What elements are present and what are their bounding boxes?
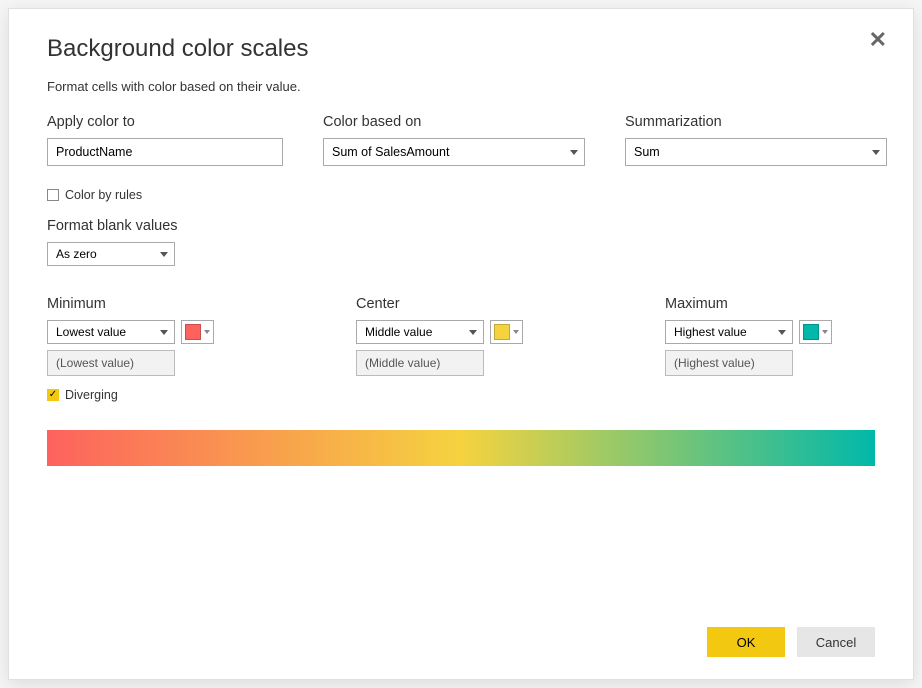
center-swatch (494, 324, 510, 340)
chevron-down-icon (778, 330, 786, 335)
chevron-down-icon (822, 330, 828, 334)
gradient-preview (47, 430, 875, 466)
minimum-color-picker[interactable] (181, 320, 214, 344)
format-blank-label: Format blank values (47, 218, 875, 234)
chevron-down-icon (872, 150, 880, 155)
cancel-button[interactable]: Cancel (797, 627, 875, 657)
top-fields-row: Apply color to Color based on Sum of Sal… (47, 114, 875, 166)
diverging-label: Diverging (65, 388, 118, 402)
format-blank-value: As zero (56, 247, 97, 261)
color-based-on-select[interactable]: Sum of SalesAmount (323, 138, 585, 166)
summarization-select[interactable]: Sum (625, 138, 887, 166)
ok-button[interactable]: OK (707, 627, 785, 657)
color-by-rules-row[interactable]: Color by rules (47, 188, 875, 202)
chevron-down-icon (513, 330, 519, 334)
color-based-on-value: Sum of SalesAmount (332, 145, 449, 159)
color-based-on-label: Color based on (323, 114, 585, 130)
diverging-checkbox[interactable] (47, 389, 59, 401)
maximum-select-value: Highest value (674, 325, 747, 339)
center-select[interactable]: Middle value (356, 320, 484, 344)
center-group: Center Middle value (Middle value) (356, 296, 566, 376)
maximum-color-picker[interactable] (799, 320, 832, 344)
apply-color-group: Apply color to (47, 114, 283, 166)
apply-color-label: Apply color to (47, 114, 283, 130)
color-scales-dialog: ✕ Background color scales Format cells w… (8, 8, 914, 680)
minimum-swatch (185, 324, 201, 340)
dialog-title: Background color scales (47, 35, 875, 63)
summarization-label: Summarization (625, 114, 887, 130)
minimum-group: Minimum Lowest value (Lowest value) (47, 296, 257, 376)
close-icon[interactable]: ✕ (869, 29, 887, 51)
chevron-down-icon (160, 330, 168, 335)
center-color-picker[interactable] (490, 320, 523, 344)
color-based-on-group: Color based on Sum of SalesAmount (323, 114, 585, 166)
apply-color-input[interactable] (47, 138, 283, 166)
chevron-down-icon (160, 252, 168, 257)
diverging-row[interactable]: Diverging (47, 388, 875, 402)
maximum-group: Maximum Highest value (Highest value) (665, 296, 875, 376)
format-blank-select[interactable]: As zero (47, 242, 175, 266)
minimum-label: Minimum (47, 296, 257, 312)
maximum-label: Maximum (665, 296, 875, 312)
minimum-value-readonly: (Lowest value) (47, 350, 175, 376)
maximum-value-readonly: (Highest value) (665, 350, 793, 376)
summarization-value: Sum (634, 145, 660, 159)
minimum-select[interactable]: Lowest value (47, 320, 175, 344)
maximum-select[interactable]: Highest value (665, 320, 793, 344)
dialog-footer: OK Cancel (707, 627, 875, 657)
color-by-rules-label: Color by rules (65, 188, 142, 202)
chevron-down-icon (204, 330, 210, 334)
dialog-subtitle: Format cells with color based on their v… (47, 79, 875, 94)
scale-row: Minimum Lowest value (Lowest value) Cent… (47, 296, 875, 376)
chevron-down-icon (469, 330, 477, 335)
center-select-value: Middle value (365, 325, 432, 339)
maximum-swatch (803, 324, 819, 340)
center-value-readonly: (Middle value) (356, 350, 484, 376)
center-label: Center (356, 296, 566, 312)
minimum-select-value: Lowest value (56, 325, 126, 339)
summarization-group: Summarization Sum (625, 114, 887, 166)
chevron-down-icon (570, 150, 578, 155)
color-by-rules-checkbox[interactable] (47, 189, 59, 201)
